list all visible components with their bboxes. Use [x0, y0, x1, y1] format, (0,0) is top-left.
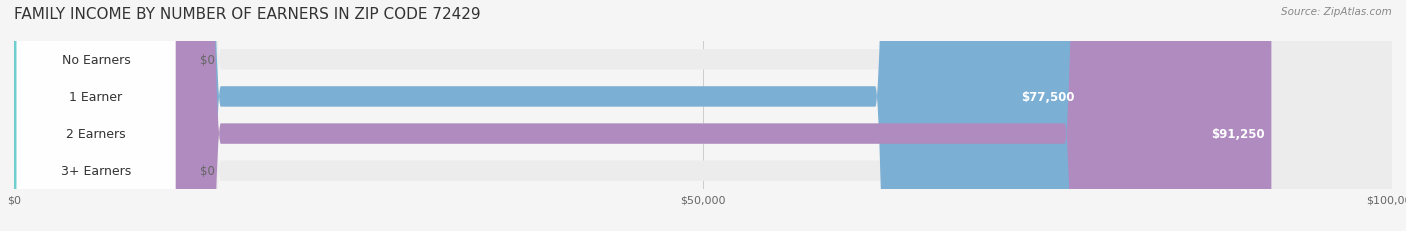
Text: $77,500: $77,500	[1022, 91, 1076, 103]
FancyBboxPatch shape	[14, 0, 1392, 231]
FancyBboxPatch shape	[17, 0, 176, 231]
Text: 1 Earner: 1 Earner	[69, 91, 122, 103]
Text: 3+ Earners: 3+ Earners	[60, 164, 131, 177]
FancyBboxPatch shape	[17, 0, 176, 231]
FancyBboxPatch shape	[14, 0, 1392, 231]
Text: $0: $0	[200, 54, 215, 67]
Text: 2 Earners: 2 Earners	[66, 128, 127, 140]
Text: $0: $0	[200, 164, 215, 177]
FancyBboxPatch shape	[14, 0, 124, 231]
FancyBboxPatch shape	[14, 0, 1271, 231]
Text: No Earners: No Earners	[62, 54, 131, 67]
FancyBboxPatch shape	[14, 0, 1392, 231]
FancyBboxPatch shape	[17, 0, 176, 231]
FancyBboxPatch shape	[14, 0, 1392, 231]
FancyBboxPatch shape	[14, 0, 124, 231]
FancyBboxPatch shape	[14, 0, 1083, 231]
Text: FAMILY INCOME BY NUMBER OF EARNERS IN ZIP CODE 72429: FAMILY INCOME BY NUMBER OF EARNERS IN ZI…	[14, 7, 481, 22]
Text: Source: ZipAtlas.com: Source: ZipAtlas.com	[1281, 7, 1392, 17]
Text: $91,250: $91,250	[1211, 128, 1264, 140]
FancyBboxPatch shape	[17, 0, 176, 231]
